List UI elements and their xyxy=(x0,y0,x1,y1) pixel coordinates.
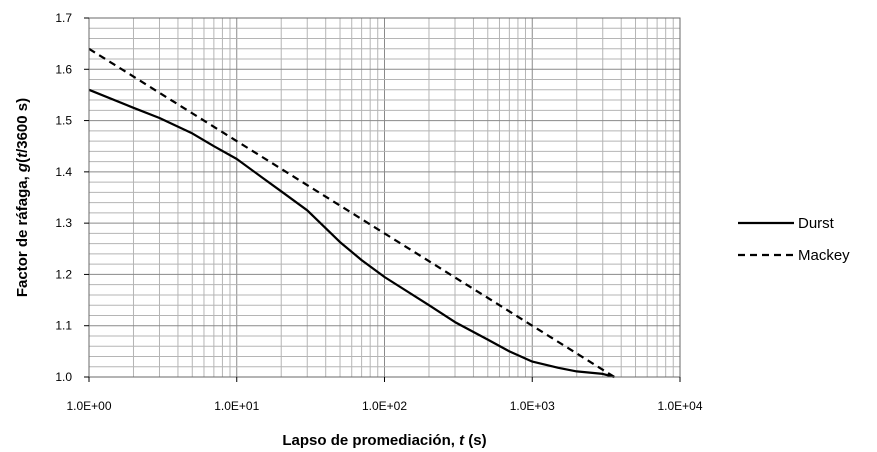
y-axis-title: Factor de ráfaga, g(t/3600 s) xyxy=(14,98,31,297)
series-line-durst xyxy=(88,88,615,379)
axis-title-part: t xyxy=(459,432,465,449)
series-line-mackey xyxy=(88,47,615,378)
axis-title-part: t xyxy=(14,152,31,158)
x-tick-label: 1.0E+04 xyxy=(657,399,702,413)
y-tick-label: 1.2 xyxy=(55,267,72,281)
legend-label-mackey: Mackey xyxy=(798,247,850,264)
y-tick-label: 1.6 xyxy=(55,62,72,76)
y-tick-label: 1.0 xyxy=(55,370,72,384)
series-lines xyxy=(88,47,615,379)
axis-title-part: (s) xyxy=(464,432,487,449)
grid xyxy=(88,17,681,378)
x-tick-label: 1.0E+03 xyxy=(510,399,555,413)
y-tick-label: 1.5 xyxy=(55,114,72,128)
axis-title-part: /3600 s) xyxy=(14,98,31,153)
y-tick-label: 1.7 xyxy=(55,11,72,25)
axis-title-part: g xyxy=(14,163,31,173)
x-tick-label: 1.0E+01 xyxy=(214,399,259,413)
y-tick-label: 1.1 xyxy=(55,319,72,333)
axis-title-part: Factor de ráfaga, xyxy=(14,172,31,297)
legend: Durst Mackey xyxy=(738,215,850,264)
axis-title-part: ( xyxy=(14,158,31,163)
axis-title-part: Lapso de promediación, xyxy=(282,432,459,449)
x-tick-label: 1.0E+00 xyxy=(66,399,111,413)
x-axis-title: Lapso de promediación, t (s) xyxy=(282,432,486,449)
y-tick-label: 1.4 xyxy=(55,165,72,179)
x-tick-label: 1.0E+02 xyxy=(362,399,407,413)
legend-label-durst: Durst xyxy=(798,215,835,232)
axes: 1.0E+00 1.0E+01 1.0E+02 1.0E+03 1.0E+04 1.0 1.… xyxy=(14,11,703,449)
y-tick-label: 1.3 xyxy=(55,216,72,230)
